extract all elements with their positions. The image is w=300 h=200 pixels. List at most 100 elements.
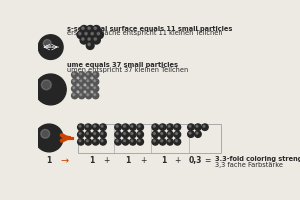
Circle shape — [87, 80, 89, 82]
Circle shape — [92, 79, 99, 85]
Circle shape — [86, 42, 94, 49]
Circle shape — [86, 140, 88, 142]
Circle shape — [167, 124, 173, 130]
Circle shape — [86, 26, 94, 33]
Circle shape — [80, 87, 82, 89]
Circle shape — [77, 31, 85, 39]
Circle shape — [130, 139, 136, 145]
Circle shape — [115, 131, 122, 138]
Circle shape — [94, 73, 96, 75]
Circle shape — [100, 139, 106, 145]
Circle shape — [92, 86, 99, 92]
Text: 3.3-fold coloring streng: 3.3-fold coloring streng — [215, 156, 300, 162]
Circle shape — [202, 124, 208, 130]
Circle shape — [86, 132, 88, 135]
Circle shape — [116, 140, 118, 142]
Circle shape — [96, 31, 104, 39]
Circle shape — [94, 80, 96, 82]
Circle shape — [92, 124, 99, 130]
Circle shape — [138, 132, 140, 135]
Circle shape — [78, 131, 84, 138]
Circle shape — [79, 86, 85, 92]
Circle shape — [196, 132, 198, 134]
Text: +: + — [175, 156, 181, 165]
Circle shape — [131, 140, 133, 142]
Circle shape — [41, 80, 51, 90]
Circle shape — [87, 73, 89, 75]
Circle shape — [167, 139, 173, 145]
Circle shape — [153, 132, 155, 135]
Circle shape — [174, 131, 181, 138]
Circle shape — [79, 72, 85, 78]
Circle shape — [130, 131, 136, 138]
Circle shape — [115, 124, 122, 130]
Circle shape — [78, 124, 84, 130]
Text: 0,3: 0,3 — [189, 156, 202, 165]
Circle shape — [73, 87, 75, 89]
Circle shape — [94, 94, 96, 96]
Circle shape — [92, 131, 99, 138]
Circle shape — [94, 132, 96, 135]
Circle shape — [77, 77, 79, 79]
Circle shape — [73, 80, 75, 82]
Text: +: + — [103, 156, 110, 165]
Circle shape — [176, 132, 178, 135]
Circle shape — [85, 32, 87, 35]
Circle shape — [80, 80, 82, 82]
Circle shape — [79, 140, 81, 142]
Circle shape — [174, 139, 181, 145]
Circle shape — [92, 139, 99, 145]
Circle shape — [72, 93, 78, 99]
Circle shape — [89, 31, 97, 39]
Text: +: + — [140, 156, 146, 165]
Circle shape — [100, 131, 106, 138]
Circle shape — [116, 125, 118, 127]
Circle shape — [86, 36, 94, 44]
Circle shape — [79, 132, 81, 135]
Circle shape — [189, 125, 191, 127]
Circle shape — [168, 125, 170, 127]
Circle shape — [137, 139, 143, 145]
Circle shape — [124, 140, 126, 142]
Circle shape — [94, 27, 97, 29]
Circle shape — [77, 84, 79, 86]
Circle shape — [85, 131, 92, 138]
Circle shape — [88, 27, 90, 29]
Circle shape — [131, 125, 133, 127]
Circle shape — [91, 84, 93, 86]
Circle shape — [203, 125, 205, 127]
Circle shape — [88, 38, 90, 40]
Circle shape — [138, 125, 140, 127]
Circle shape — [85, 93, 92, 99]
Circle shape — [91, 91, 93, 93]
Circle shape — [94, 38, 97, 40]
Circle shape — [85, 124, 92, 130]
Text: umen entspricht 37 kleinen Teilchen: umen entspricht 37 kleinen Teilchen — [67, 67, 188, 73]
Text: 1: 1 — [161, 156, 167, 165]
Circle shape — [84, 84, 86, 86]
Circle shape — [92, 93, 99, 99]
Circle shape — [159, 131, 166, 138]
Circle shape — [38, 35, 63, 59]
Circle shape — [35, 124, 63, 152]
Circle shape — [79, 125, 81, 127]
Circle shape — [122, 124, 129, 130]
Circle shape — [72, 72, 78, 78]
Circle shape — [168, 132, 170, 135]
Circle shape — [79, 79, 85, 85]
Circle shape — [188, 124, 194, 130]
Circle shape — [94, 125, 96, 127]
Circle shape — [88, 43, 90, 46]
Circle shape — [176, 125, 178, 127]
Circle shape — [86, 125, 88, 127]
Circle shape — [176, 140, 178, 142]
Circle shape — [124, 132, 126, 135]
Circle shape — [161, 132, 163, 135]
Circle shape — [76, 76, 82, 82]
Circle shape — [80, 26, 88, 33]
Circle shape — [101, 140, 103, 142]
Circle shape — [79, 93, 85, 99]
Circle shape — [195, 131, 201, 137]
Circle shape — [83, 31, 91, 39]
Circle shape — [41, 129, 50, 138]
